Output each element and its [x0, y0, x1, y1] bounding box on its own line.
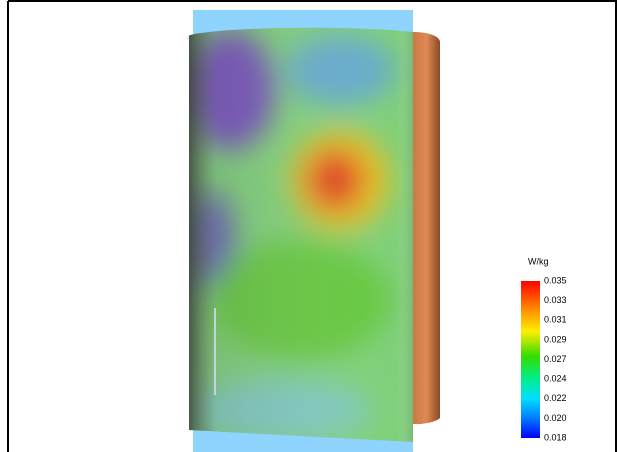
cylinder-side [413, 31, 440, 425]
colorbar-tick-label: 0.029 [544, 334, 567, 344]
cylinder-field [185, 27, 413, 443]
colorbar-tick-label: 0.024 [544, 374, 567, 384]
colorbar-tick-label: 0.033 [544, 295, 567, 305]
colorbar-tick-label: 0.031 [544, 315, 567, 325]
colorbar-tick-label: 0.027 [544, 354, 567, 364]
colorbar [521, 281, 540, 438]
colorbar-tick-label: 0.022 [544, 393, 567, 403]
frame [7, 0, 617, 452]
colorbar-tick-label: 0.018 [544, 432, 567, 442]
colorbar-tick-label: 0.020 [544, 413, 567, 423]
colorbar-ticks: 0.035 0.033 0.031 0.029 0.027 0.024 0.022 0.020… [544, 275, 567, 442]
colorbar-unit: W/kg [528, 256, 549, 266]
colorbar-tick-label: 0.035 [544, 275, 567, 285]
